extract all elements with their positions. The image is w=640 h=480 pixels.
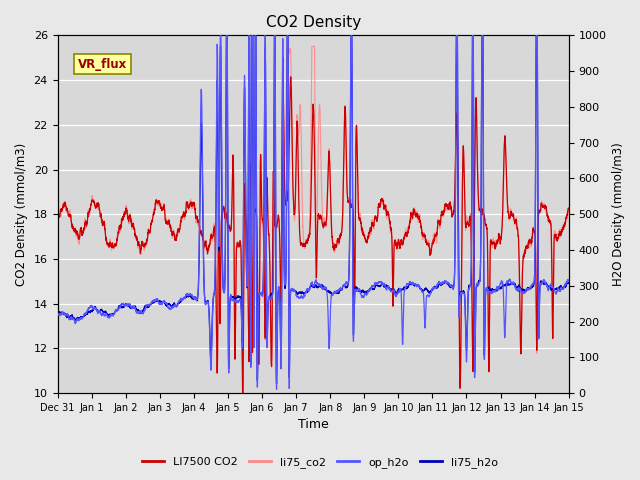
- Text: VR_flux: VR_flux: [78, 58, 127, 71]
- Title: CO2 Density: CO2 Density: [266, 15, 361, 30]
- Y-axis label: H2O Density (mmol/m3): H2O Density (mmol/m3): [612, 143, 625, 286]
- Y-axis label: CO2 Density (mmol/m3): CO2 Density (mmol/m3): [15, 143, 28, 286]
- X-axis label: Time: Time: [298, 419, 328, 432]
- Legend: LI7500 CO2, li75_co2, op_h2o, li75_h2o: LI7500 CO2, li75_co2, op_h2o, li75_h2o: [138, 452, 502, 472]
